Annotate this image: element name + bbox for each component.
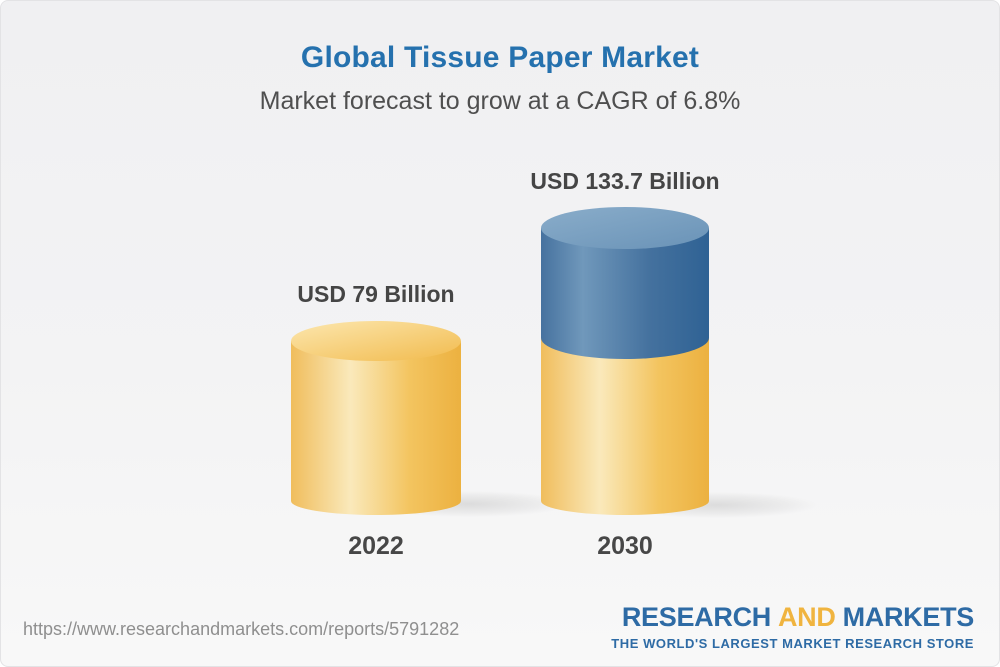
logo-word-and: AND	[777, 602, 836, 632]
source-url: https://www.researchandmarkets.com/repor…	[23, 619, 460, 639]
logo-word-markets: MARKETS	[842, 602, 975, 632]
value-label-2030: USD 133.7 Billion	[530, 168, 720, 194]
logo-wordmark: RESEARCH AND MARKETS	[611, 602, 975, 633]
bar-2030-base-segment	[541, 331, 709, 501]
page-title: Global Tissue Paper Market	[300, 41, 700, 74]
logo-word-research: RESEARCH	[621, 602, 771, 632]
bar-2022-cylinder	[291, 321, 461, 515]
logo-tagline: THE WORLD'S LARGEST MARKET RESEARCH STOR…	[611, 635, 974, 651]
bar-2030-cylinder	[541, 207, 709, 515]
category-label-2022: 2022	[348, 532, 404, 560]
category-label-2030: 2030	[597, 532, 653, 560]
value-label-2022: USD 79 Billion	[297, 281, 455, 307]
bar-2030-top-cap	[541, 207, 709, 249]
research-and-markets-logo: RESEARCH AND MARKETS THE WORLD'S LARGEST M…	[611, 602, 975, 651]
page-subtitle: Market forecast to grow at a CAGR of 6.8…	[259, 87, 741, 115]
